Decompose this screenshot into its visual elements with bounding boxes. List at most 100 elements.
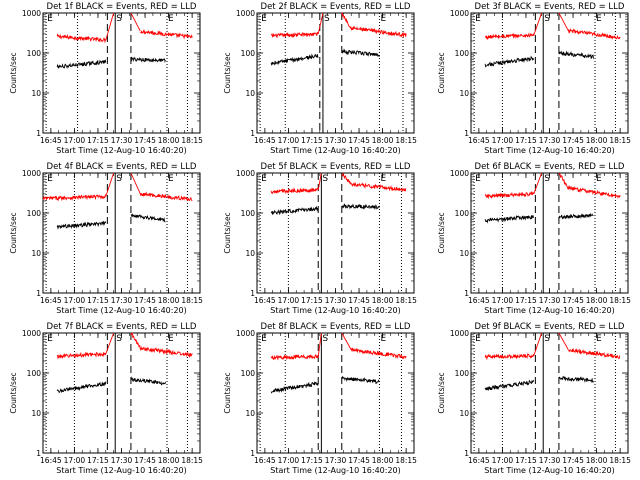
y-axis-label: Counts/sec (437, 52, 446, 93)
y-tick-label: 10 (245, 89, 255, 98)
marker-label: E (596, 174, 602, 184)
y-tick-label: 1000 (450, 9, 469, 18)
marker-label: E (168, 174, 174, 184)
lld-rate-trace (568, 347, 621, 360)
lld-rate-trace (105, 332, 115, 355)
x-axis-label: Start Time (12-Aug-10 16:40:20) (56, 146, 187, 155)
lld-rate-trace (139, 191, 193, 202)
lld-rate-trace (350, 347, 407, 360)
event-rate-trace (56, 381, 107, 394)
lld-rate-trace (341, 172, 352, 185)
x-tick-label: 16:45 (254, 136, 276, 145)
x-tick-label: 17:45 (562, 296, 584, 305)
x-tick-label: 18:15 (395, 456, 417, 465)
x-axis-label: Start Time (12-Aug-10 16:40:20) (56, 466, 187, 475)
y-axis-label: Counts/sec (223, 212, 232, 253)
y-tick-label: 100 (241, 209, 256, 218)
panel-2: Det 2f BLACK = Events, RED = LLD 1 10 100 10… (223, 2, 417, 155)
x-tick-label: 17:30 (539, 136, 561, 145)
x-tick-label: 18:00 (158, 136, 180, 145)
x-tick-label: 17:15 (515, 456, 537, 465)
y-tick-label: 1000 (22, 9, 41, 18)
x-tick-label: 17:45 (562, 136, 584, 145)
event-rate-trace (341, 203, 380, 210)
event-rate-trace (484, 55, 535, 68)
y-tick-label: 100 (455, 49, 470, 58)
x-tick-label: 16:45 (40, 136, 62, 145)
x-tick-label: 18:15 (609, 456, 631, 465)
marker-label: E (261, 174, 267, 184)
event-rate-trace (341, 375, 380, 385)
panel-7: Det 7f BLACK = Events, RED = LLD 1 10 100 10… (9, 322, 203, 475)
lld-rate-trace (139, 345, 193, 359)
x-tick-label: 17:00 (64, 456, 86, 465)
event-rate-trace (558, 375, 594, 384)
lld-rate-trace (341, 332, 352, 351)
panel-title: Det 9f BLACK = Events, RED = LLD (475, 322, 625, 332)
x-tick-label: 17:30 (539, 296, 561, 305)
panel-1: Det 1f BLACK = Events, RED = LLD 1 10 100 10… (9, 2, 203, 155)
x-tick-label: 17:00 (64, 296, 86, 305)
event-rate-trace (341, 48, 380, 57)
x-tick-label: 18:00 (586, 136, 608, 145)
y-tick-label: 10 (31, 89, 41, 98)
x-tick-label: 18:00 (586, 296, 608, 305)
lld-rate-trace (484, 353, 535, 361)
x-tick-label: 17:15 (87, 296, 109, 305)
panel-title: Det 4f BLACK = Events, RED = LLD (47, 162, 197, 172)
x-tick-label: 18:15 (609, 136, 631, 145)
y-axis-label: Counts/sec (223, 372, 232, 413)
lld-rate-trace (130, 332, 141, 350)
x-tick-label: 17:45 (348, 136, 370, 145)
plot-frame (256, 12, 415, 134)
x-tick-label: 17:15 (301, 136, 323, 145)
y-tick-label: 1000 (450, 329, 469, 338)
x-tick-label: 17:15 (301, 456, 323, 465)
x-tick-label: 16:45 (468, 456, 490, 465)
x-tick-label: 17:45 (134, 456, 156, 465)
y-tick-label: 1 (464, 289, 469, 298)
x-tick-label: 17:15 (515, 296, 537, 305)
marker-label: E (261, 14, 267, 24)
panel-title: Det 1f BLACK = Events, RED = LLD (47, 2, 197, 12)
plot-frame (470, 172, 629, 294)
plot-frame (42, 332, 201, 454)
event-rate-trace (130, 56, 166, 64)
x-tick-label: 18:15 (181, 136, 203, 145)
plot-frame (256, 332, 415, 454)
y-tick-label: 1 (250, 289, 255, 298)
lld-rate-trace (341, 12, 352, 29)
x-tick-label: 18:15 (181, 296, 203, 305)
marker-label: E (596, 334, 602, 344)
lld-rate-trace (42, 194, 106, 202)
lld-rate-trace (558, 173, 569, 190)
y-axis-label: Counts/sec (223, 52, 232, 93)
x-tick-label: 17:45 (562, 456, 584, 465)
x-tick-label: 16:45 (468, 136, 490, 145)
x-tick-label: 18:00 (158, 456, 180, 465)
y-axis-label: Counts/sec (437, 372, 446, 413)
marker-label: E (168, 334, 174, 344)
x-tick-label: 17:15 (87, 136, 109, 145)
x-tick-label: 18:15 (395, 296, 417, 305)
x-tick-label: 17:30 (325, 296, 347, 305)
event-rate-trace (484, 379, 535, 392)
panel-title: Det 8f BLACK = Events, RED = LLD (261, 322, 411, 332)
panel-8: Det 8f BLACK = Events, RED = LLD 1 10 100 10… (223, 322, 417, 475)
lld-rate-trace (317, 12, 324, 35)
marker-label: E (47, 14, 53, 24)
x-tick-label: 16:45 (40, 296, 62, 305)
y-tick-label: 1000 (236, 329, 255, 338)
y-tick-label: 100 (241, 49, 256, 58)
event-rate-trace (270, 53, 319, 66)
marker-label: S (116, 174, 122, 184)
marker-label: E (168, 14, 174, 24)
y-tick-label: 1 (250, 129, 255, 138)
x-tick-label: 17:00 (492, 296, 514, 305)
x-tick-label: 17:00 (278, 456, 300, 465)
x-tick-label: 17:45 (348, 456, 370, 465)
x-tick-label: 17:45 (348, 296, 370, 305)
marker-label: E (475, 174, 481, 184)
lld-rate-trace (533, 12, 543, 36)
lld-rate-trace (484, 32, 535, 41)
